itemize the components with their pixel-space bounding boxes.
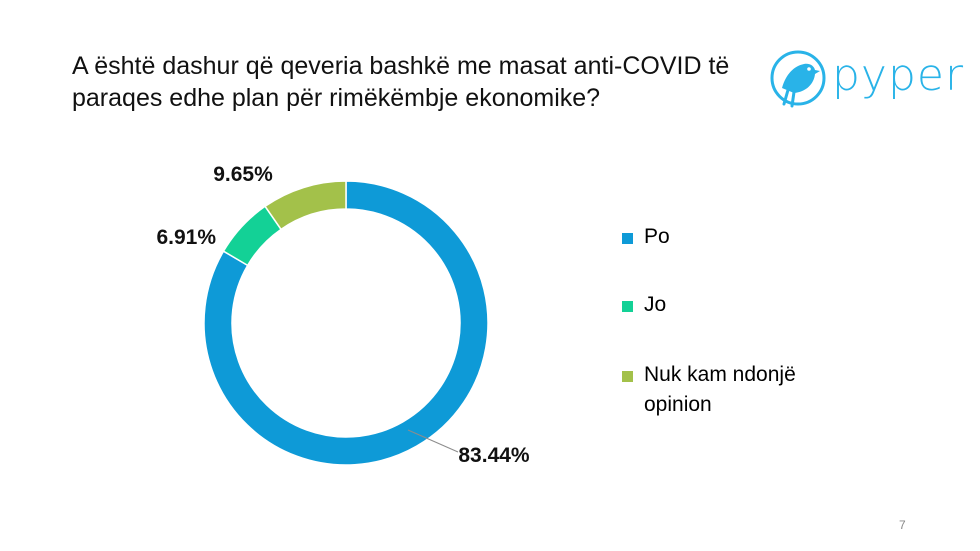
legend-label: Nuk kam ndonjë opinion [644, 363, 796, 416]
leader-line [407, 429, 459, 453]
data-label: 83.44% [458, 444, 530, 467]
donut-slice-po [203, 180, 489, 466]
legend-swatch-po [622, 233, 633, 244]
legend-label: Jo [644, 293, 667, 316]
legend-item-po: Po [622, 222, 834, 252]
data-label: 9.65% [213, 163, 273, 186]
legend-swatch-no-opinion [622, 371, 633, 382]
pyper-logo: pyper [768, 44, 963, 116]
page-number: 7 [899, 518, 906, 532]
data-label: 6.91% [156, 226, 216, 249]
logo-text: pyper [832, 50, 965, 101]
donut-slice-nuk-kam-ndonj-opinion [264, 180, 347, 231]
legend-swatch-jo [622, 301, 633, 312]
page-title: A është dashur që qeveria bashkë me masa… [72, 52, 730, 112]
legend-item-no-opinion: Nuk kam ndonjë opinion [622, 360, 834, 420]
legend-label: Po [644, 225, 670, 248]
bird-icon [770, 50, 826, 108]
legend-item-jo: Jo [622, 290, 834, 320]
